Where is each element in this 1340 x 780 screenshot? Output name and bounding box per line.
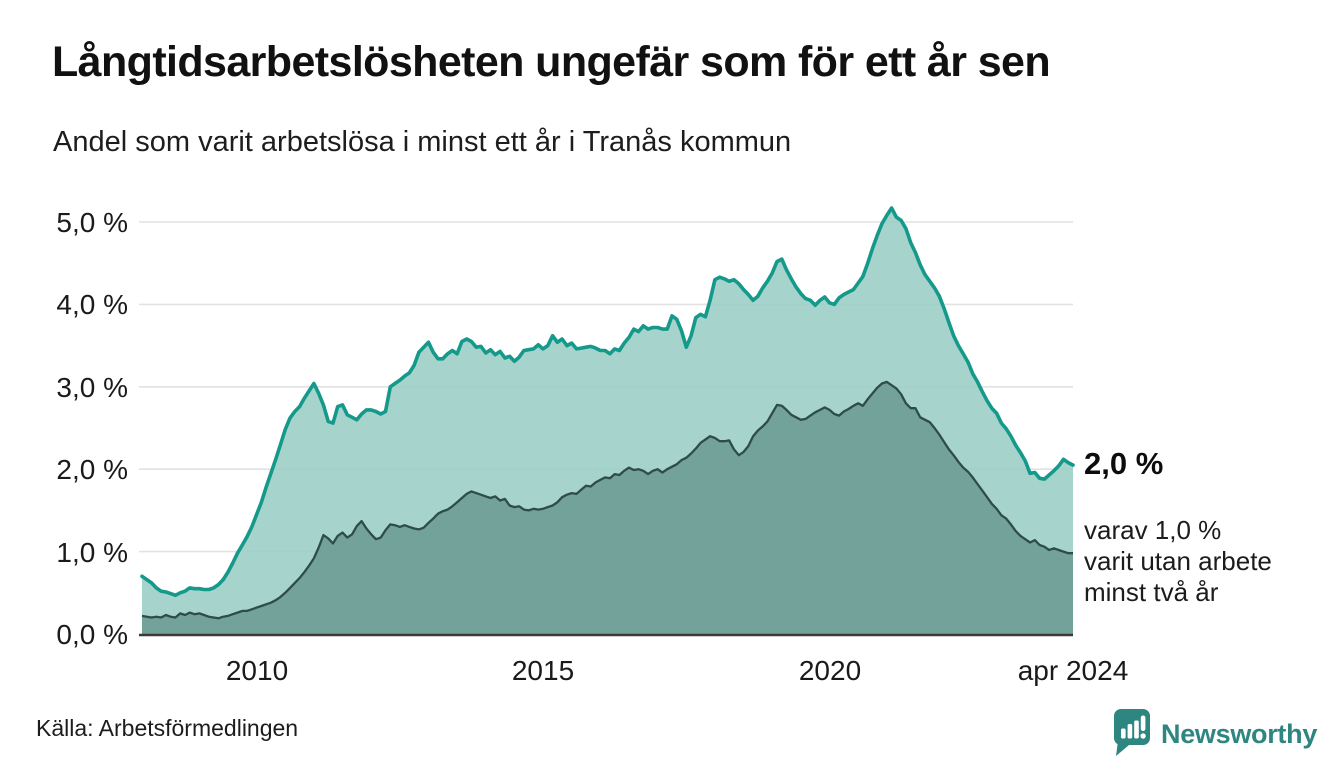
page-subtitle: Andel som varit arbetslösa i minst ett å… xyxy=(53,126,792,158)
newsworthy-logo: Newsworthy xyxy=(1111,707,1317,762)
y-axis-label: 3,0 % xyxy=(56,371,128,403)
x-axis-label: apr 2024 xyxy=(1017,655,1129,686)
series-area-min-1yr xyxy=(142,208,1073,634)
y-axis-label: 4,0 % xyxy=(56,289,128,321)
note-line: varit utan arbete xyxy=(1084,546,1272,576)
y-axis-label: 1,0 % xyxy=(56,536,128,568)
y-axis-label: 2,0 % xyxy=(56,454,128,486)
end-value-label: 2,0 % xyxy=(1084,446,1164,481)
series-area-min-2yr xyxy=(142,381,1073,634)
series-line-min-2yr xyxy=(141,380,1073,620)
series-line-min-1yr xyxy=(140,206,1075,598)
source-text: Källa: Arbetsförmedlingen xyxy=(36,715,299,741)
end-value-note: varav 1,0 % varit utan arbete minst två … xyxy=(1084,515,1272,608)
newsworthy-icon xyxy=(1111,707,1153,762)
y-axis-label: 0,0 % xyxy=(56,619,128,650)
x-axis-label: 2010 xyxy=(225,655,289,686)
page-title: Långtidsarbetslösheten ungefär som för e… xyxy=(52,38,1051,86)
newsworthy-wordmark: Newsworthy xyxy=(1161,719,1318,749)
x-axis-label: 2015 xyxy=(511,655,575,686)
x-axis-label: 2020 xyxy=(798,655,862,686)
note-line: minst två år xyxy=(1084,577,1219,607)
y-axis-label: 5,0 % xyxy=(56,207,128,238)
note-line: varav 1,0 % xyxy=(1084,515,1222,545)
